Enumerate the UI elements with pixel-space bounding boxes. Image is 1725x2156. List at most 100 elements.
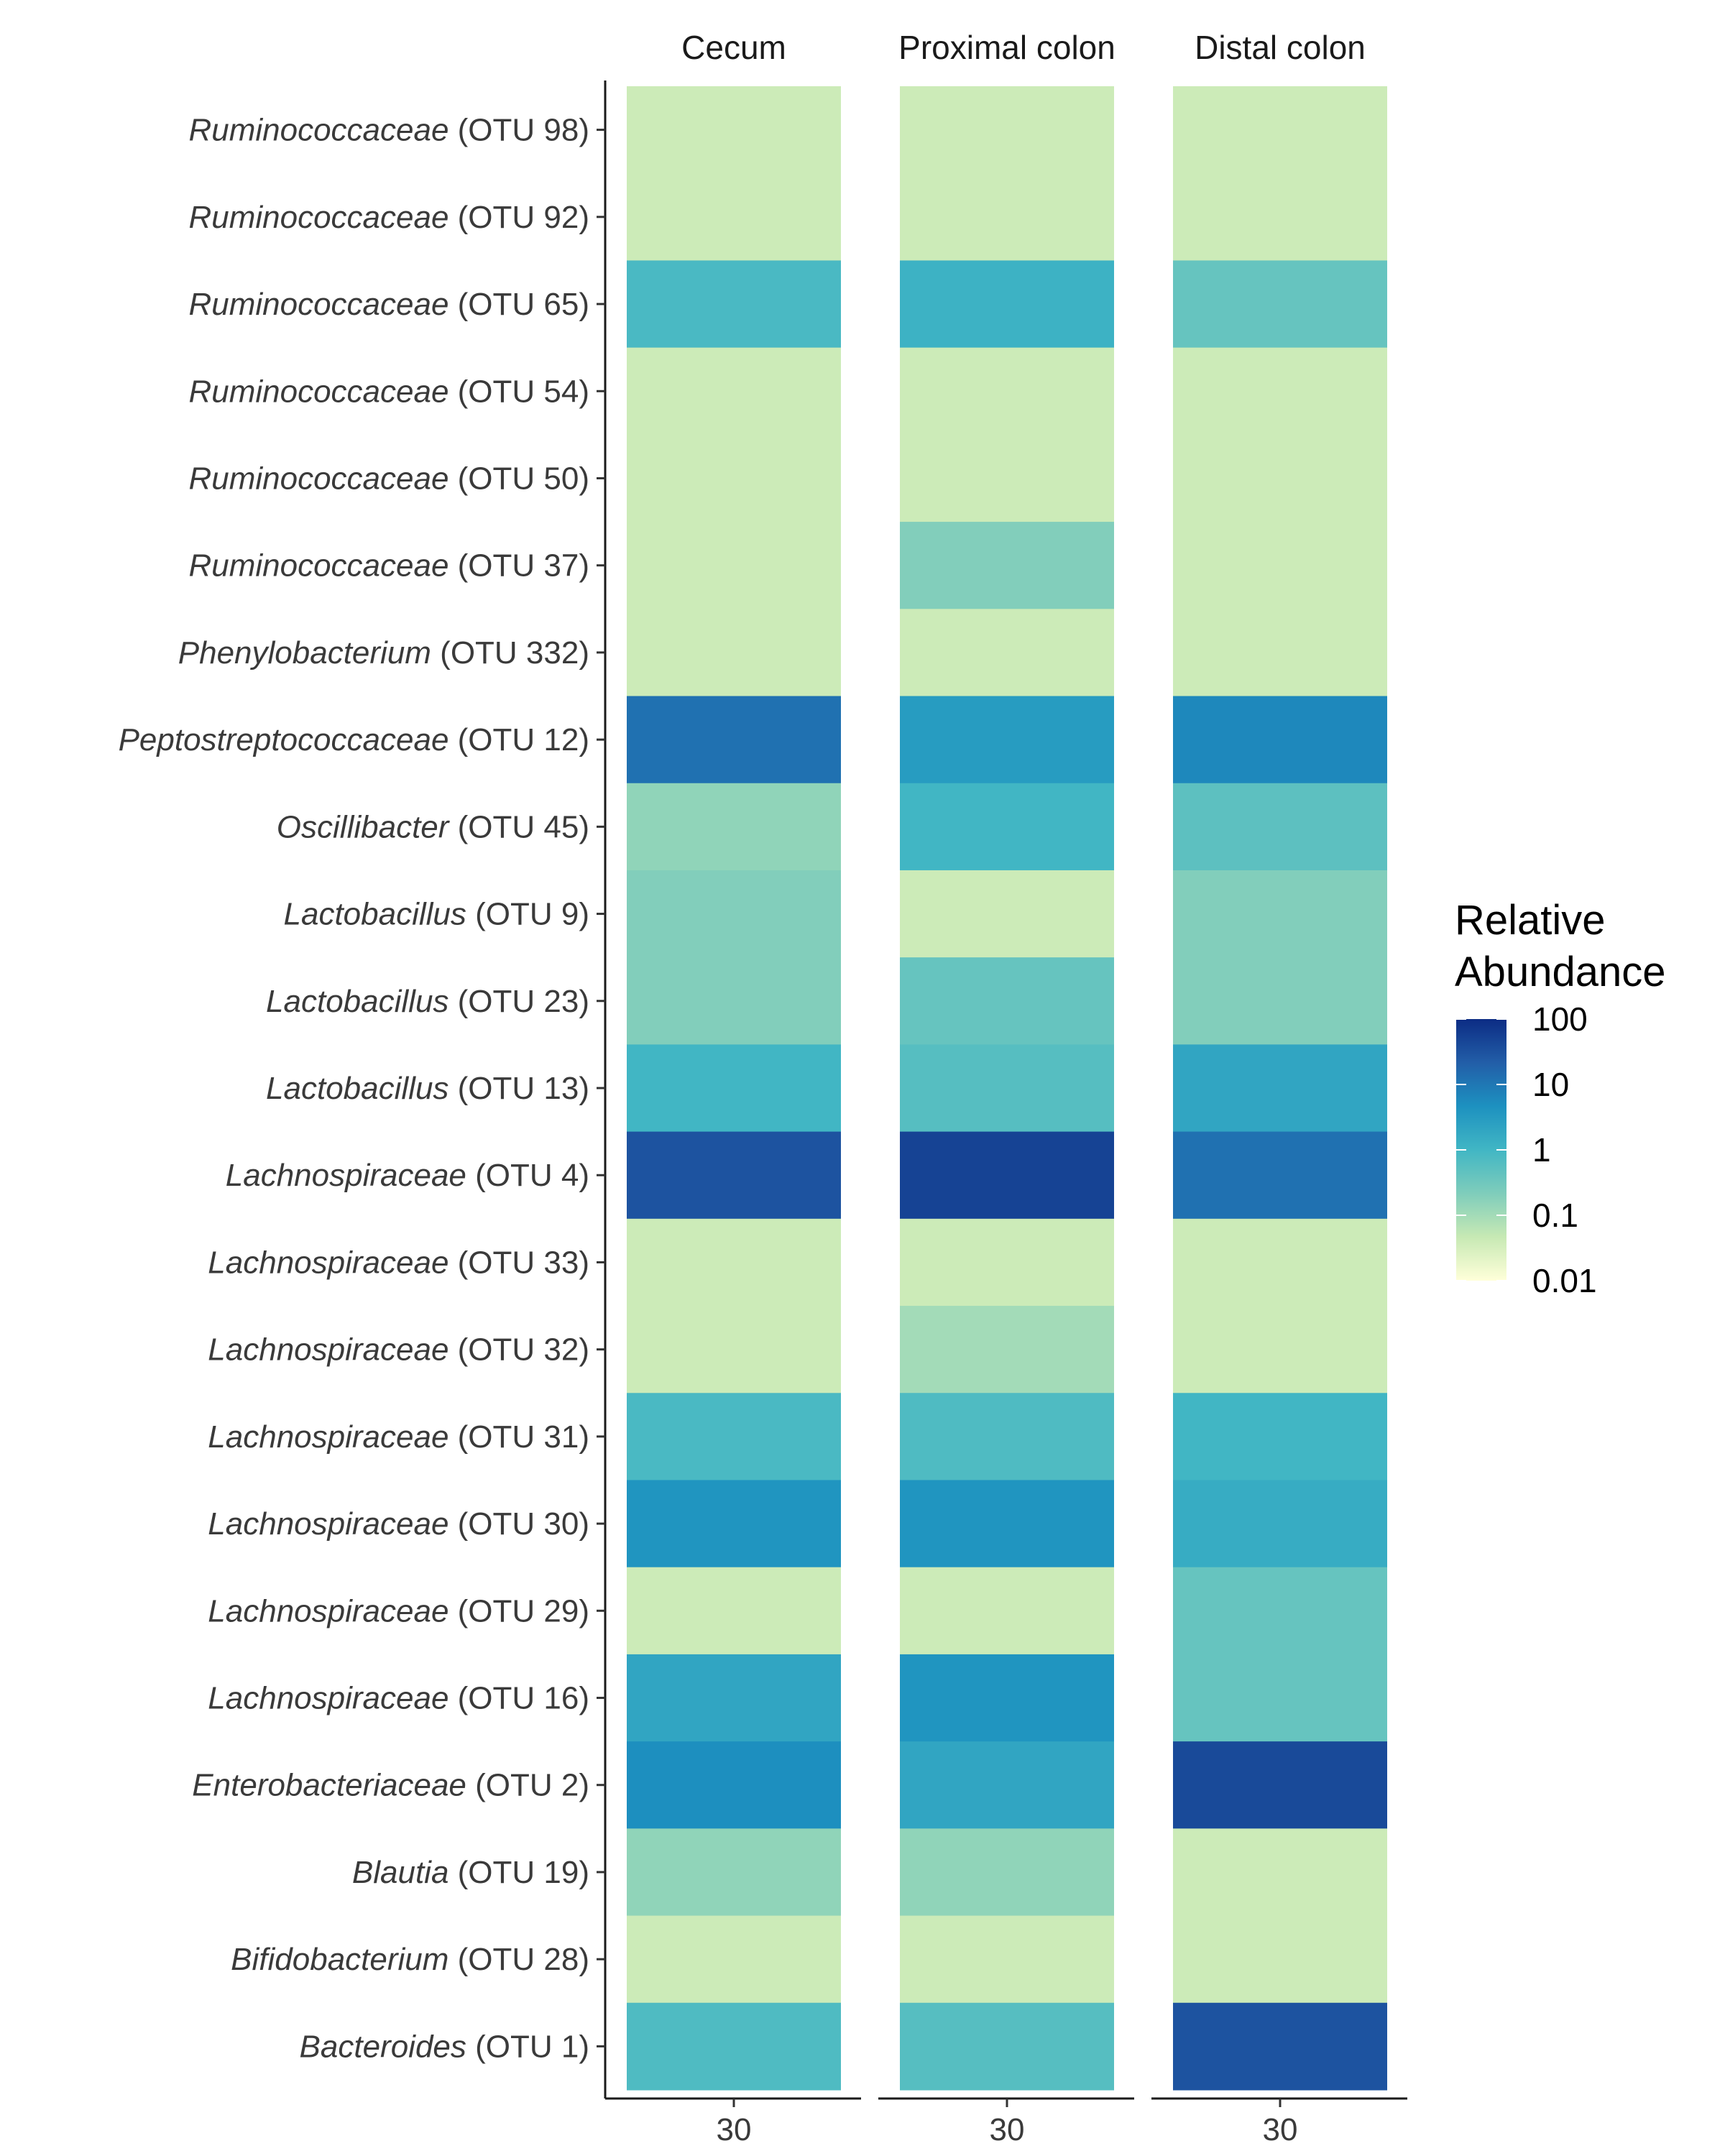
heatmap-cell (627, 522, 841, 609)
legend-tick-label: 0.01 (1532, 1262, 1597, 1299)
heatmap-cell (1173, 1480, 1387, 1568)
heatmap-cell (1173, 1044, 1387, 1133)
heatmap-cell (627, 1654, 841, 1742)
heatmap-cell (627, 609, 841, 697)
heatmap-cell (900, 1306, 1114, 1393)
otu-id: (OTU 12) (448, 722, 589, 757)
heatmap-cell (900, 1218, 1114, 1307)
heatmap-cell (627, 1131, 841, 1220)
taxon-name: Lachnospiraceae (208, 1245, 448, 1280)
facet-title-0: Cecum (681, 29, 786, 66)
y-tick-label: Peptostreptococcaceae (OTU 12) (119, 722, 589, 757)
heatmap-cell (1173, 2002, 1387, 2091)
heatmap-cell (627, 783, 841, 871)
otu-id: (OTU 1) (466, 2029, 589, 2064)
otu-id: (OTU 16) (448, 1681, 589, 1716)
y-tick-label: Phenylobacterium (OTU 332) (178, 635, 589, 671)
heatmap-cell (1173, 434, 1387, 522)
heatmap-cell (900, 870, 1114, 958)
otu-id: (OTU 9) (466, 897, 589, 932)
otu-id: (OTU 19) (448, 1855, 589, 1890)
heatmap-cell (900, 522, 1114, 609)
heatmap-cell (627, 1044, 841, 1133)
heatmap-cell (627, 173, 841, 262)
taxon-name: Lactobacillus (266, 1071, 448, 1106)
heatmap-cell (1173, 1828, 1387, 1917)
otu-id: (OTU 31) (448, 1419, 589, 1455)
y-tick-label: Ruminococcaceae (OTU 98) (188, 113, 589, 148)
heatmap-cell (900, 1654, 1114, 1742)
otu-id: (OTU 37) (448, 548, 589, 584)
heatmap-cell (900, 1741, 1114, 1829)
heatmap-cell (627, 1828, 841, 1917)
heatmap-cell (900, 260, 1114, 349)
y-tick-label: Lachnospiraceae (OTU 30) (208, 1506, 589, 1542)
taxon-name: Bacteroides (300, 2029, 466, 2064)
heatmap-cell (900, 1480, 1114, 1568)
heatmap-cell (900, 609, 1114, 697)
heatmap-cell (1173, 86, 1387, 174)
taxon-name: Blautia (352, 1855, 449, 1890)
heatmap-cell (1173, 1567, 1387, 1655)
heatmap-cell (1173, 1741, 1387, 1829)
y-tick-label: Lachnospiraceae (OTU 32) (208, 1332, 589, 1368)
taxon-name: Lachnospiraceae (208, 1681, 448, 1716)
y-tick-label: Ruminococcaceae (OTU 65) (188, 287, 589, 322)
taxon-name: Ruminococcaceae (188, 548, 448, 584)
heatmap-cell (900, 347, 1114, 436)
heatmap-cell (627, 1915, 841, 2004)
taxon-name: Oscillibacter (277, 809, 451, 844)
taxon-name: Enterobacteriaceae (192, 1768, 466, 1803)
y-tick-label: Ruminococcaceae (OTU 54) (188, 374, 589, 409)
heatmap-cell (900, 434, 1114, 522)
y-tick-label: Blautia (OTU 19) (352, 1855, 589, 1890)
heatmap-cell (627, 1393, 841, 1481)
heatmap-cell (900, 86, 1114, 174)
heatmap-cell (627, 434, 841, 522)
heatmap-cell (900, 1044, 1114, 1133)
legend-tick-label: 100 (1532, 1000, 1588, 1038)
legend-title-line2: Abundance (1455, 949, 1665, 995)
heatmap-cell (627, 1306, 841, 1393)
heatmap-cell (627, 86, 841, 174)
y-tick-label: Enterobacteriaceae (OTU 2) (192, 1768, 589, 1803)
taxon-name: Ruminococcaceae (188, 113, 448, 148)
legend-tick-label: 0.1 (1532, 1197, 1578, 1234)
legend-tick-label: 10 (1532, 1066, 1569, 1103)
heatmap-cell (627, 260, 841, 349)
taxon-name: Lachnospiraceae (208, 1506, 448, 1542)
heatmap-cell (900, 1131, 1114, 1220)
heatmap-cell (627, 1218, 841, 1307)
heatmap-cell (1173, 173, 1387, 262)
heatmap-cell (1173, 522, 1387, 609)
heatmap-cell (900, 957, 1114, 1045)
y-tick-label: Bifidobacterium (OTU 28) (231, 1942, 589, 1977)
taxon-name: Lachnospiraceae (208, 1593, 448, 1628)
heatmap-cell (1173, 1306, 1387, 1393)
otu-id: (OTU 45) (448, 809, 589, 844)
otu-id: (OTU 332) (431, 635, 589, 671)
y-tick-label: Lachnospiraceae (OTU 29) (208, 1593, 589, 1628)
heatmap-cell (900, 1828, 1114, 1917)
taxon-name: Phenylobacterium (178, 635, 431, 671)
y-tick-label: Lachnospiraceae (OTU 4) (226, 1158, 589, 1193)
heatmap-cell (1173, 1131, 1387, 1220)
otu-id: (OTU 13) (448, 1071, 589, 1106)
x-tick-label-0: 30 (717, 2112, 752, 2147)
heatmap-cell (1173, 1393, 1387, 1481)
otu-id: (OTU 23) (448, 984, 589, 1019)
legend-title-line1: Relative (1455, 897, 1606, 944)
y-tick-label: Lachnospiraceae (OTU 31) (208, 1419, 589, 1455)
heatmap-cell (1173, 1654, 1387, 1742)
facet-title-2: Distal colon (1195, 29, 1366, 66)
heatmap-cell (900, 1567, 1114, 1655)
heatmap-cell (1173, 1218, 1387, 1307)
y-tick-label: Lachnospiraceae (OTU 16) (208, 1681, 589, 1716)
heatmap-cell (627, 2002, 841, 2091)
taxon-name: Ruminococcaceae (188, 461, 448, 496)
x-tick-label-1: 30 (990, 2112, 1025, 2147)
taxon-name: Ruminococcaceae (188, 374, 448, 409)
otu-id: (OTU 2) (466, 1768, 589, 1803)
facet-title-1: Proximal colon (898, 29, 1116, 66)
